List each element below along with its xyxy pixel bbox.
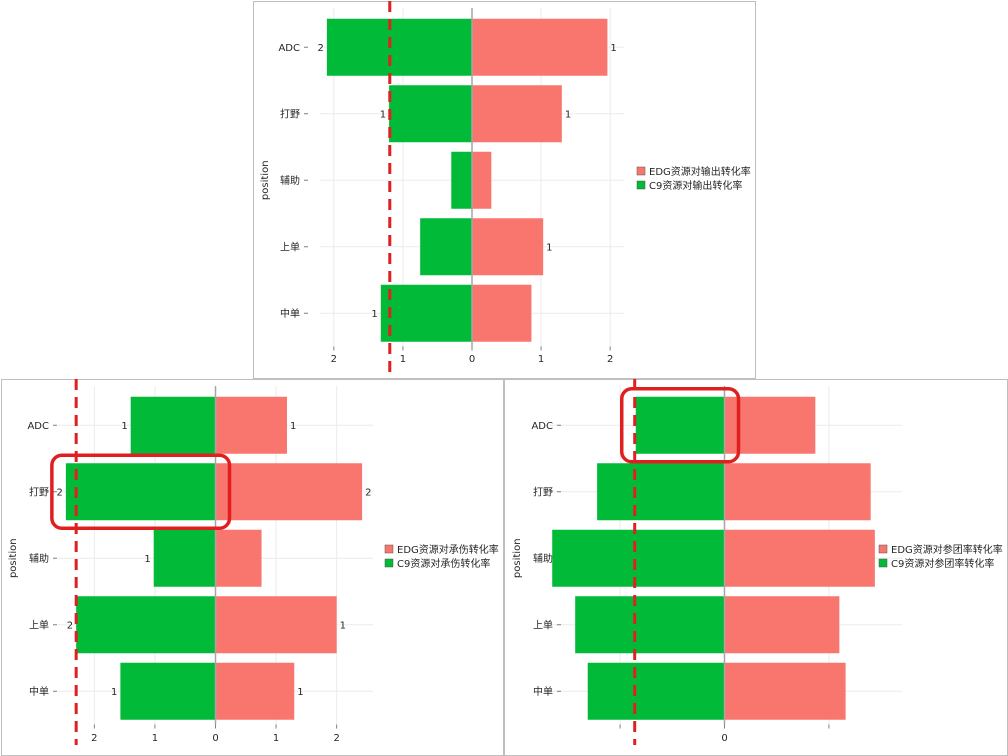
edg-bar-上单 xyxy=(472,218,544,276)
y-axis-title: position xyxy=(260,160,271,200)
c9-bar-中单 xyxy=(587,662,725,720)
highlight-box xyxy=(50,453,232,530)
x-tick-label: 2 xyxy=(333,733,339,744)
c9-bar-辅助 xyxy=(451,151,472,209)
edg-bar-打野 xyxy=(472,85,562,143)
edg-bar-打野 xyxy=(724,463,871,521)
c9-bar-打野 xyxy=(389,85,472,143)
y-axis-title: position xyxy=(8,538,19,578)
category-label: ADC xyxy=(531,421,553,432)
legend-label: EDG资源对参团率转化率 xyxy=(891,543,1003,556)
x-tick-label: 1 xyxy=(538,354,544,365)
edg-bar-上单 xyxy=(724,596,840,654)
x-tick-label: 0 xyxy=(721,733,727,744)
category-label: 辅助 xyxy=(280,174,300,187)
category-label: 上单 xyxy=(280,241,300,253)
c9-bar-辅助 xyxy=(552,529,725,587)
c9-bar-辅助 xyxy=(153,529,216,587)
data-label: 1 xyxy=(371,309,377,320)
legend-swatch xyxy=(878,544,888,554)
data-label: 1 xyxy=(144,554,150,565)
c9-bar-上单 xyxy=(76,596,216,654)
edg-bar-中单 xyxy=(472,284,532,342)
x-tick-label: 0 xyxy=(212,733,218,744)
legend-label: C9资源对承伤转化率 xyxy=(397,557,490,570)
data-label: 1 xyxy=(565,109,571,120)
edg-bar-ADC xyxy=(215,396,287,454)
data-label: 2 xyxy=(57,487,63,498)
category-label: ADC xyxy=(278,43,300,54)
x-tick-label: 1 xyxy=(400,354,406,365)
edg-bar-辅助 xyxy=(215,529,262,587)
data-label: 1 xyxy=(340,620,346,631)
c9-bar-ADC xyxy=(130,396,216,454)
x-tick-label: 1 xyxy=(273,733,279,744)
x-tick-label: 0 xyxy=(469,354,475,365)
legend-swatch xyxy=(636,166,646,176)
data-label: 2 xyxy=(318,43,324,54)
annotations xyxy=(50,1,741,745)
data-label: 1 xyxy=(290,421,296,432)
edg-bar-中单 xyxy=(724,662,846,720)
legend-swatch xyxy=(384,558,394,568)
category-label: 辅助 xyxy=(29,552,49,565)
edg-bar-辅助 xyxy=(472,151,492,209)
c9-bar-ADC xyxy=(326,18,472,76)
y-axis-title: position xyxy=(512,538,523,578)
category-label: 中单 xyxy=(29,685,49,698)
legend-swatch xyxy=(384,544,394,554)
c9-bar-上单 xyxy=(420,218,472,276)
category-label: ADC xyxy=(27,421,49,432)
category-label: 上单 xyxy=(533,619,553,631)
data-label: 2 xyxy=(365,487,371,498)
category-label: 辅助 xyxy=(533,552,553,565)
c9-bar-中单 xyxy=(380,284,472,342)
legend-label: C9资源对参团率转化率 xyxy=(891,557,994,570)
data-label: 1 xyxy=(111,687,117,698)
category-label: 中单 xyxy=(280,307,300,320)
data-label: 1 xyxy=(297,687,303,698)
c9-bar-上单 xyxy=(575,596,725,654)
category-label: 打野 xyxy=(280,107,300,120)
c9-bar-打野 xyxy=(65,463,216,521)
edg-bar-打野 xyxy=(215,463,363,521)
legend-label: EDG资源对承伤转化率 xyxy=(397,543,499,556)
data-label: 1 xyxy=(546,242,552,253)
highlight-box xyxy=(620,387,741,464)
data-label: 1 xyxy=(610,43,616,54)
data-label: 2 xyxy=(67,620,73,631)
x-tick-label: 2 xyxy=(331,354,337,365)
legend-label: C9资源对输出转化率 xyxy=(649,179,742,192)
c9-bar-打野 xyxy=(597,463,725,521)
c9-bar-中单 xyxy=(120,662,216,720)
category-label: 打野 xyxy=(533,485,553,498)
edg-bar-上单 xyxy=(215,596,337,654)
category-label: 打野 xyxy=(29,485,49,498)
edg-bar-ADC xyxy=(472,18,608,76)
x-tick-label: 2 xyxy=(607,354,613,365)
category-label: 中单 xyxy=(533,685,553,698)
data-label: 1 xyxy=(380,109,386,120)
category-label: 上单 xyxy=(29,619,49,631)
legend-label: EDG资源对输出转化率 xyxy=(649,165,751,178)
x-tick-label: 2 xyxy=(91,733,97,744)
c9-bar-ADC xyxy=(635,396,725,454)
data-label: 1 xyxy=(121,421,127,432)
legend-swatch xyxy=(636,180,646,190)
legend-swatch xyxy=(878,558,888,568)
edg-bar-辅助 xyxy=(724,529,875,587)
edg-bar-中单 xyxy=(215,662,295,720)
x-tick-label: 1 xyxy=(152,733,158,744)
